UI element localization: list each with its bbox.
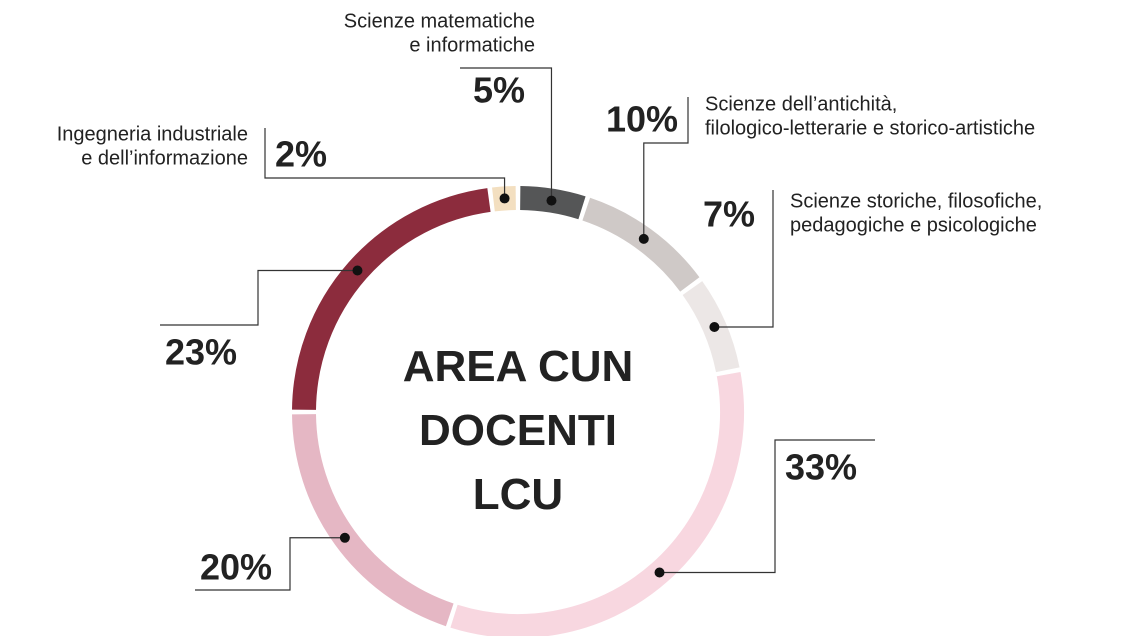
category-label: Ingegneria industriale (57, 123, 248, 145)
leader-dot (352, 265, 363, 276)
leader-line (264, 128, 506, 199)
category-label: e informatiche (409, 34, 535, 56)
leader-dot (654, 567, 665, 578)
category-label: e dell’informazione (81, 147, 248, 169)
leader-line (160, 269, 358, 326)
value-label: 33% (785, 447, 857, 488)
category-label: Scienze storiche, filosofiche, (790, 190, 1042, 212)
value-label: 7% (703, 194, 755, 235)
leader-line (714, 190, 774, 328)
category-label: pedagogiche e psicologiche (790, 214, 1037, 236)
donut-segment (582, 197, 700, 292)
leader-line (659, 439, 875, 574)
leader-line (195, 537, 345, 591)
value-label: 10% (606, 99, 678, 140)
category-label: Scienze matematiche (344, 10, 535, 32)
leader-dot (339, 532, 350, 543)
category-label: Scienze dell’antichità, (705, 93, 897, 115)
value-label: 20% (200, 547, 272, 588)
leader-line (460, 67, 553, 201)
category-label: filologico-letterarie e storico-artistic… (705, 117, 1035, 139)
value-label: 23% (165, 332, 237, 373)
leader-line (643, 97, 689, 239)
leader-dot (638, 233, 649, 244)
value-label: 5% (473, 70, 525, 111)
chart-title: AREA CUN DOCENTI LCU (402, 342, 634, 519)
leader-dot (499, 193, 510, 204)
leader-dot (709, 322, 720, 333)
leader-dot (546, 195, 557, 206)
value-label: 2% (275, 134, 327, 175)
